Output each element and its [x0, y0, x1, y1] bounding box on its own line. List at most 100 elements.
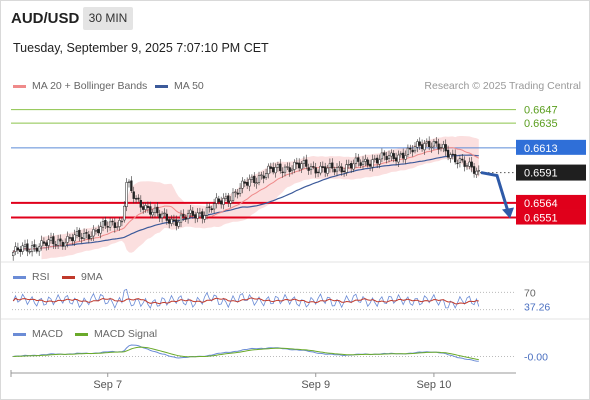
candle-body [234, 191, 237, 193]
candle-body [123, 205, 126, 221]
candle-body [156, 206, 159, 214]
candle-body [465, 165, 469, 167]
candle-body [33, 244, 36, 248]
candle-body [101, 221, 105, 228]
candle-body [196, 212, 199, 219]
candle-body [456, 162, 459, 165]
projection-arrow [480, 171, 510, 212]
candle-body [418, 141, 421, 146]
candle-body [378, 159, 381, 165]
candle-body [151, 211, 154, 216]
candle-body [163, 212, 166, 215]
candle-body [409, 147, 412, 150]
candle-body [108, 221, 112, 228]
research-credit: Research © 2025 Trading Central [424, 80, 581, 92]
candle-body [416, 141, 419, 148]
symbol-title: AUD/USD [11, 10, 80, 27]
legend-macd-label: MACD [32, 328, 63, 340]
candle-body [47, 239, 50, 246]
legend-macd-signal-label: MACD Signal [94, 328, 158, 340]
resistance-label: 0.6635 [524, 118, 558, 130]
candle-body [35, 247, 38, 252]
candle-body [165, 213, 168, 221]
candle-body [28, 251, 31, 253]
candle-body [425, 141, 428, 144]
rsi-value-label: 37.26 [524, 302, 550, 314]
candle-body [198, 212, 202, 214]
candle-body [66, 236, 69, 243]
candle-body [361, 160, 365, 165]
candle-body [383, 152, 386, 156]
candle-body [106, 226, 109, 228]
candle-body [19, 249, 22, 253]
candle-body [45, 242, 48, 246]
candle-body [149, 206, 152, 215]
candle-body [61, 241, 64, 247]
candle-body [217, 198, 220, 203]
candle-body [38, 246, 41, 252]
macd-signal-swatch [75, 332, 88, 336]
candle-body [90, 236, 93, 239]
candle-body [85, 232, 88, 234]
legend-ma50: MA 50 [155, 80, 204, 92]
candle-body [125, 182, 128, 207]
candle-body [255, 182, 258, 184]
candle-body [451, 153, 454, 156]
candle-body [423, 143, 426, 151]
candle-body [30, 245, 34, 253]
candle-body [56, 239, 60, 246]
candle-body [380, 152, 384, 160]
candle-body [286, 166, 289, 168]
candle-body [194, 214, 197, 219]
candle-body [312, 166, 315, 168]
candle-body [158, 213, 161, 219]
legend-rsi-ma-label: 9MA [81, 271, 103, 283]
candle-body [340, 166, 343, 173]
candle-body [335, 167, 339, 172]
candle-body [73, 234, 76, 242]
candle-body [305, 159, 308, 167]
candle-body [338, 165, 341, 168]
support-level-label: 0.6564 [524, 198, 558, 210]
candle-body [328, 163, 332, 168]
candle-body [120, 220, 124, 223]
candle-body [352, 163, 355, 170]
candle-body [49, 237, 53, 241]
candle-body [78, 229, 81, 237]
candle-body [314, 167, 317, 174]
projection-arrowhead [502, 207, 514, 219]
candle-body [373, 158, 376, 160]
candle-body [182, 213, 185, 217]
candle-body [21, 245, 24, 252]
candle-body [279, 163, 282, 172]
support-level-tag [516, 194, 586, 210]
candle-body [172, 219, 176, 222]
candle-body [253, 175, 256, 183]
candle-body [186, 213, 190, 219]
candle-body [316, 171, 320, 174]
candle-body [347, 163, 350, 166]
candle-body [404, 155, 407, 160]
candle-body [59, 238, 62, 242]
candle-body [283, 166, 287, 173]
x-tick-label: Sep 9 [301, 379, 330, 391]
candle-body [238, 187, 242, 194]
candle-body [231, 192, 235, 201]
rsi-level-70-label: 70 [524, 287, 536, 299]
candle-body [104, 220, 107, 226]
candle-body [267, 165, 270, 175]
candle-body [368, 163, 372, 167]
candle-body [40, 240, 43, 247]
candle-body [458, 158, 462, 163]
candle-body [357, 157, 360, 162]
candle-body [87, 234, 90, 240]
candle-body [94, 230, 98, 232]
timeframe-badge[interactable]: 30 MIN [83, 7, 133, 30]
candle-body [250, 176, 254, 180]
candle-body [345, 164, 348, 173]
candle-body [288, 167, 291, 172]
candle-body [113, 222, 116, 228]
candle-body [413, 146, 417, 152]
candle-body [359, 162, 362, 166]
